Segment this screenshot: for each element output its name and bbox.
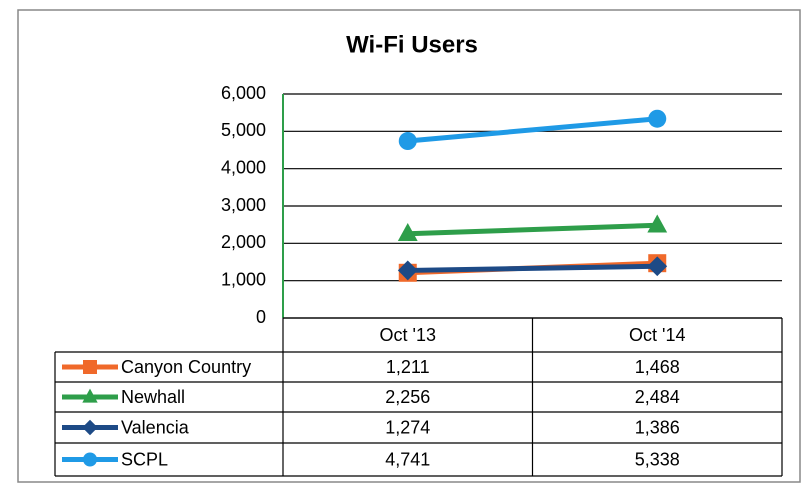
table-value: 4,741 <box>385 449 430 469</box>
table-value: 1,386 <box>635 417 680 437</box>
marker <box>397 222 418 241</box>
y-tick-label: 2,000 <box>221 232 266 252</box>
y-tick-label: 0 <box>256 307 266 327</box>
series-line <box>407 263 658 273</box>
series-line <box>407 222 658 237</box>
table-value: 2,256 <box>385 387 430 407</box>
table-value: 1,211 <box>386 357 430 377</box>
table-value: 1,468 <box>635 357 680 377</box>
y-tick-label: 6,000 <box>221 83 266 103</box>
legend-label: Newhall <box>121 387 185 407</box>
x-tick-label: Oct '14 <box>629 325 685 345</box>
marker <box>397 260 418 281</box>
x-tick-label: Oct '13 <box>380 325 436 345</box>
marker <box>647 256 668 277</box>
legend-label: Canyon Country <box>121 357 251 377</box>
legend-marker <box>83 360 97 374</box>
marker <box>647 214 668 233</box>
marker <box>648 109 667 128</box>
marker <box>398 132 417 151</box>
legend-marker <box>82 388 98 403</box>
chart-title: Wi-Fi Users <box>346 31 478 58</box>
y-tick-label: 5,000 <box>221 120 266 140</box>
table-value: 2,484 <box>635 387 680 407</box>
series-line <box>407 116 658 144</box>
legend-marker <box>82 419 98 436</box>
y-tick-label: 4,000 <box>221 157 266 177</box>
chart-frame <box>17 9 801 483</box>
legend-label: Valencia <box>121 417 190 437</box>
table-value: 1,274 <box>385 417 430 437</box>
legend-label: SCPL <box>121 449 168 469</box>
y-tick-label: 3,000 <box>221 195 266 215</box>
y-tick-label: 1,000 <box>221 269 266 289</box>
table-value: 5,338 <box>635 449 680 469</box>
legend-marker <box>83 452 97 467</box>
